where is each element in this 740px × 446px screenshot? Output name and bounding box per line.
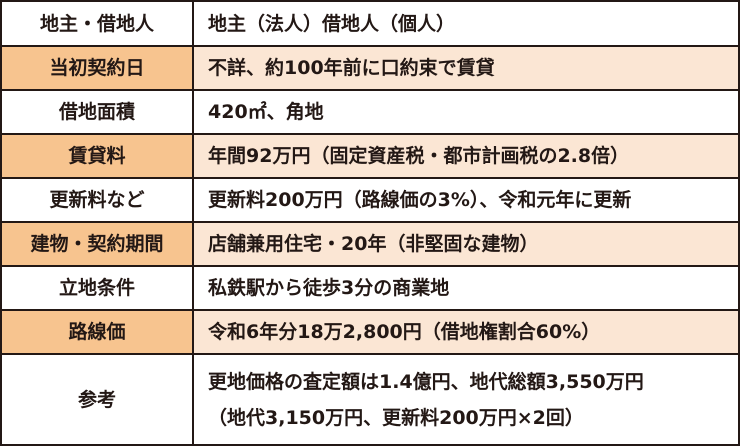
row-label-landowner-lessee: 地主・借地人 [0,0,194,47]
table-row: 更新料など 更新料200万円（路線価の3%）、令和元年に更新 [0,177,740,223]
reference-line-2: （地代3,150万円、更新料200万円×2回） [208,406,584,429]
row-label-building-term: 建物・契約期間 [0,221,194,267]
table-row: 立地条件 私鉄駅から徒歩3分の商業地 [0,265,740,311]
row-value-rent: 年間92万円（固定資産税・都市計画税の2.8倍） [192,133,740,179]
row-value-renewal-fee: 更新料200万円（路線価の3%）、令和元年に更新 [192,177,740,223]
row-value-reference: 更地価格の査定額は1.4億円、地代総額3,550万円 （地代3,150万円、更新… [192,353,740,446]
table-row: 路線価 令和6年分18万2,800円（借地権割合60%） [0,309,740,355]
row-label-route-price: 路線価 [0,309,194,355]
row-value-route-price: 令和6年分18万2,800円（借地権割合60%） [192,309,740,355]
row-value-land-area: 420㎡、角地 [192,89,740,135]
row-value-building-term: 店舗兼用住宅・20年（非堅固な建物） [192,221,740,267]
row-label-land-area: 借地面積 [0,89,194,135]
table-row: 参考 更地価格の査定額は1.4億円、地代総額3,550万円 （地代3,150万円… [0,353,740,446]
reference-line-1: 更地価格の査定額は1.4億円、地代総額3,550万円 [208,370,644,393]
row-label-reference: 参考 [0,353,194,446]
row-label-contract-date: 当初契約日 [0,45,194,91]
table-row: 建物・契約期間 店舗兼用住宅・20年（非堅固な建物） [0,221,740,267]
row-value-contract-date: 不詳、約100年前に口約束で賃貸 [192,45,740,91]
table-row: 地主・借地人 地主（法人）借地人（個人） [0,0,740,47]
table-row: 賃貸料 年間92万円（固定資産税・都市計画税の2.8倍） [0,133,740,179]
table-row: 当初契約日 不詳、約100年前に口約束で賃貸 [0,45,740,91]
row-label-location: 立地条件 [0,265,194,311]
table-row: 借地面積 420㎡、角地 [0,89,740,135]
row-label-rent: 賃貸料 [0,133,194,179]
row-value-landowner-lessee: 地主（法人）借地人（個人） [192,0,740,47]
row-value-location: 私鉄駅から徒歩3分の商業地 [192,265,740,311]
row-label-renewal-fee: 更新料など [0,177,194,223]
